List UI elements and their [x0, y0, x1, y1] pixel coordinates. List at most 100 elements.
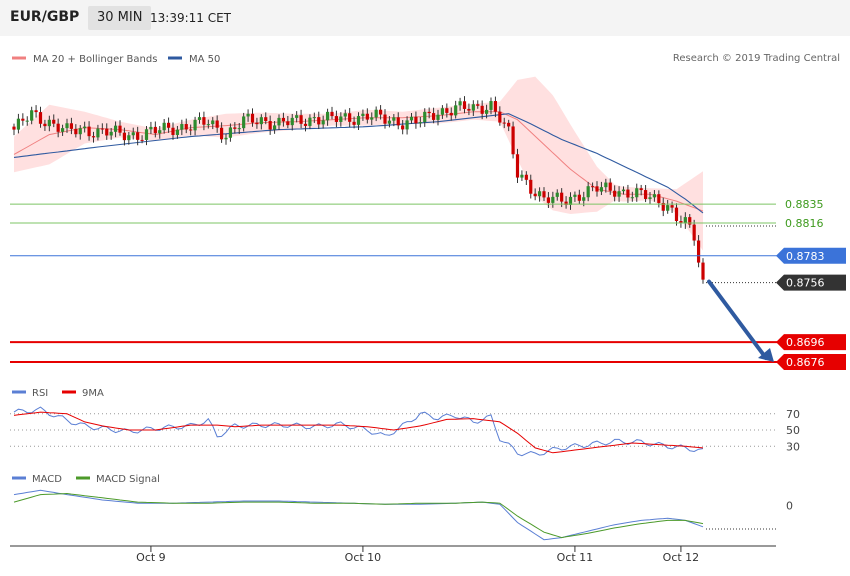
candle-body — [383, 114, 387, 124]
last-price-label: 0.8756 — [786, 277, 825, 290]
rsi-tick-label: 70 — [786, 408, 800, 421]
candle-body — [144, 129, 149, 140]
candle-body — [688, 217, 692, 225]
candle-body — [215, 120, 219, 128]
rsi-panel: RSI 9MA 70 50 30 — [10, 388, 800, 457]
candle-body — [242, 116, 246, 129]
candle-body — [16, 118, 21, 130]
candle-body — [427, 111, 431, 114]
candle-body — [524, 174, 528, 180]
candle-body — [317, 117, 321, 125]
candle-body — [171, 127, 175, 135]
time-tick-label: Oct 12 — [663, 551, 700, 564]
candle-body — [595, 186, 599, 192]
candle-body — [255, 122, 259, 125]
candle-body — [551, 196, 555, 203]
candle-body — [136, 132, 140, 140]
candle-body — [83, 126, 87, 129]
candle-body — [175, 129, 180, 135]
candle-body — [343, 113, 347, 117]
candle-body — [74, 128, 78, 135]
legend-label: MA 20 + Bollinger Bands — [33, 54, 157, 65]
pivot-label: 0.8783 — [786, 250, 825, 263]
candle-body — [586, 186, 590, 198]
legend-label: MA 50 — [189, 54, 220, 65]
candle-body — [414, 116, 418, 124]
candle-body — [701, 262, 705, 280]
candle-body — [65, 123, 69, 129]
candle-body — [515, 154, 520, 178]
candle-body — [440, 108, 445, 115]
candle-body — [166, 122, 171, 128]
pivot-tag — [776, 247, 846, 264]
candle-body — [511, 126, 515, 155]
source-credit: Research © 2019 Trading Central — [673, 53, 840, 64]
candle-body — [476, 104, 480, 106]
candle-body — [118, 125, 122, 133]
candle-body — [100, 128, 104, 130]
candle-body — [127, 135, 131, 141]
candle-body — [286, 121, 290, 126]
support-label: 0.8696 — [786, 336, 825, 349]
candle-body — [498, 111, 502, 123]
candle-body — [272, 125, 277, 130]
candle-body — [237, 128, 241, 130]
candle-body — [43, 123, 47, 127]
candle-body — [52, 119, 56, 124]
candle-body — [449, 112, 453, 116]
candle-body — [555, 192, 559, 197]
candle-body — [418, 122, 422, 124]
candle-body — [683, 217, 687, 224]
candle-body — [246, 113, 250, 117]
candle-body — [405, 120, 409, 130]
candle-body — [670, 205, 674, 208]
resistance-label: 0.8816 — [785, 217, 824, 230]
support-label: 0.8676 — [786, 356, 825, 369]
candle-body — [60, 128, 65, 132]
candle-body — [78, 128, 82, 135]
candle-body — [635, 188, 639, 198]
candle-body — [321, 120, 325, 125]
candle-body — [184, 124, 188, 130]
candle-body — [109, 131, 113, 136]
candle-body — [21, 118, 25, 121]
candle-body — [202, 117, 206, 125]
candle-body — [454, 105, 458, 116]
candle-body — [370, 117, 374, 120]
candle-body — [378, 109, 383, 115]
candle-body — [290, 117, 294, 126]
price-panel: MA 20 + Bollinger Bands MA 50 0.8835 0.8816… — [10, 54, 846, 371]
candle-body — [91, 136, 96, 138]
candle-body — [533, 193, 537, 197]
candle-body — [308, 117, 312, 126]
candle-body — [140, 139, 144, 141]
candle-body — [537, 191, 542, 197]
candle-body — [564, 201, 568, 205]
candle-body — [546, 197, 551, 203]
candle-body — [657, 194, 661, 203]
candle-body — [392, 117, 396, 121]
candle-body — [281, 117, 286, 122]
candle-body — [462, 101, 467, 109]
legend-label: MACD Signal — [96, 474, 160, 485]
candle-body — [264, 117, 268, 122]
forecast-arrow — [707, 279, 768, 361]
candle-body — [489, 101, 493, 110]
candle-body — [295, 115, 299, 118]
candle-body — [122, 132, 127, 141]
candle-body — [259, 117, 263, 125]
candle-body — [648, 197, 652, 199]
candle-body — [396, 117, 400, 126]
candle-body — [69, 123, 74, 129]
macd-tick-label: 0 — [786, 499, 793, 512]
candle-body — [299, 115, 303, 124]
candle-body — [131, 132, 135, 136]
candle-body — [507, 122, 511, 127]
timeframe-button[interactable]: 30 MIN — [88, 6, 152, 30]
candle-body — [193, 119, 197, 131]
candle-body — [679, 221, 683, 224]
support-tag — [776, 334, 846, 351]
candle-body — [25, 120, 29, 122]
candle-body — [356, 116, 361, 125]
